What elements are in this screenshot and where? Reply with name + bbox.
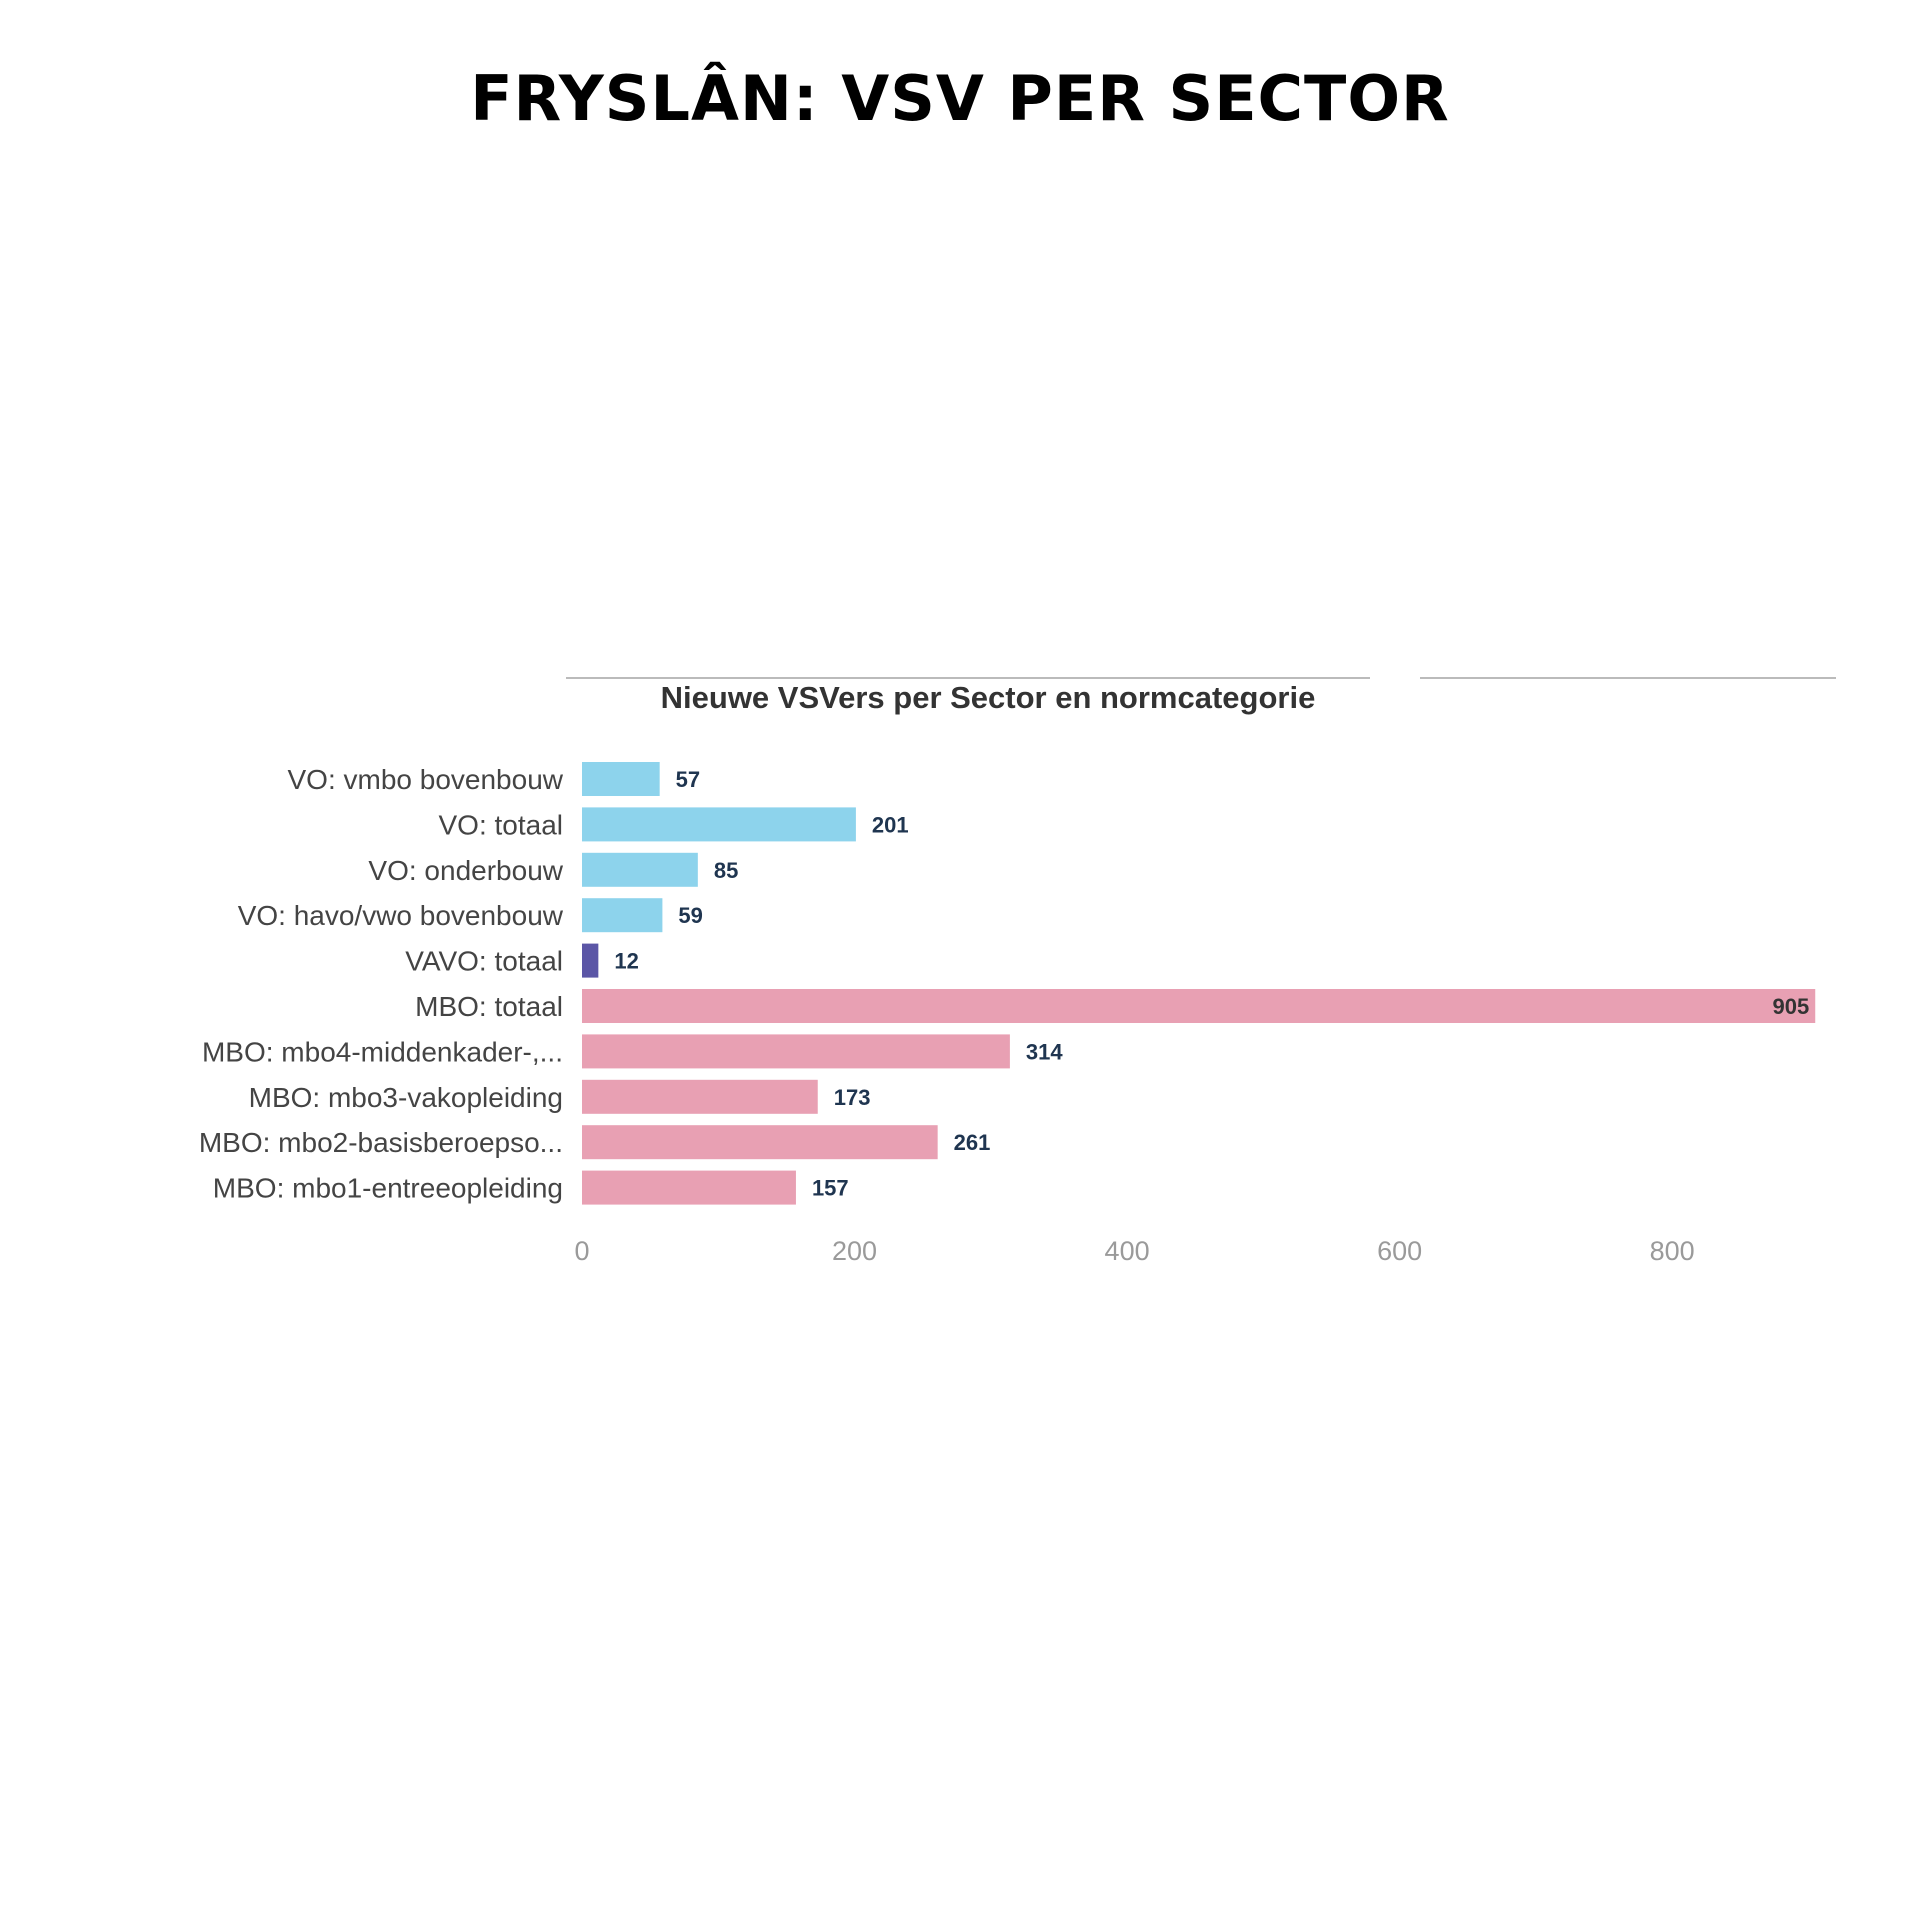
category-label: VO: onderbouw bbox=[368, 855, 563, 886]
x-tick-label: 800 bbox=[1650, 1236, 1695, 1266]
category-label: MBO: mbo1-entreeopleiding bbox=[213, 1173, 563, 1204]
bar bbox=[582, 807, 856, 842]
category-label: VO: totaal bbox=[438, 809, 563, 840]
data-label: 85 bbox=[714, 858, 738, 883]
bar bbox=[582, 989, 1816, 1023]
x-tick-label: 400 bbox=[1105, 1236, 1150, 1266]
x-tick-label: 600 bbox=[1377, 1236, 1422, 1266]
bar bbox=[582, 898, 663, 933]
page-title: FRYSLÂN: VSV PER SECTOR bbox=[470, 62, 1450, 135]
category-label: VO: havo/vwo bovenbouw bbox=[238, 900, 564, 931]
category-label: MBO: mbo4-middenkader-,... bbox=[202, 1036, 563, 1067]
data-label: 261 bbox=[954, 1130, 991, 1155]
data-label: 12 bbox=[614, 949, 638, 974]
data-label: 157 bbox=[812, 1176, 849, 1201]
data-label: 59 bbox=[678, 903, 702, 928]
category-label: MBO: mbo2-basisberoepso... bbox=[199, 1127, 563, 1158]
category-label: MBO: totaal bbox=[415, 991, 563, 1022]
bar bbox=[582, 1079, 818, 1114]
bar bbox=[582, 852, 698, 887]
x-tick-label: 200 bbox=[832, 1236, 877, 1266]
bar bbox=[582, 1170, 796, 1205]
data-label: 201 bbox=[872, 812, 909, 837]
chart-title: Nieuwe VSVers per Sector en normcategori… bbox=[661, 680, 1316, 715]
bar bbox=[582, 762, 660, 796]
category-label: VAVO: totaal bbox=[405, 946, 563, 977]
bars: VO: vmbo bovenbouw 57 VO: totaal 201 VO: ond… bbox=[199, 762, 1816, 1205]
bar bbox=[582, 1125, 938, 1160]
data-label: 905 bbox=[1773, 994, 1810, 1019]
data-label: 57 bbox=[676, 767, 700, 792]
bar bbox=[582, 1034, 1010, 1069]
category-label: MBO: mbo3-vakopleiding bbox=[249, 1082, 563, 1113]
data-label: 314 bbox=[1026, 1039, 1063, 1064]
x-axis-ticks: 0 200 400 600 800 bbox=[574, 1236, 1694, 1266]
bar bbox=[582, 943, 599, 978]
x-tick-label: 0 bbox=[574, 1236, 589, 1266]
category-label: VO: vmbo bovenbouw bbox=[288, 764, 564, 795]
data-label: 173 bbox=[834, 1085, 871, 1110]
